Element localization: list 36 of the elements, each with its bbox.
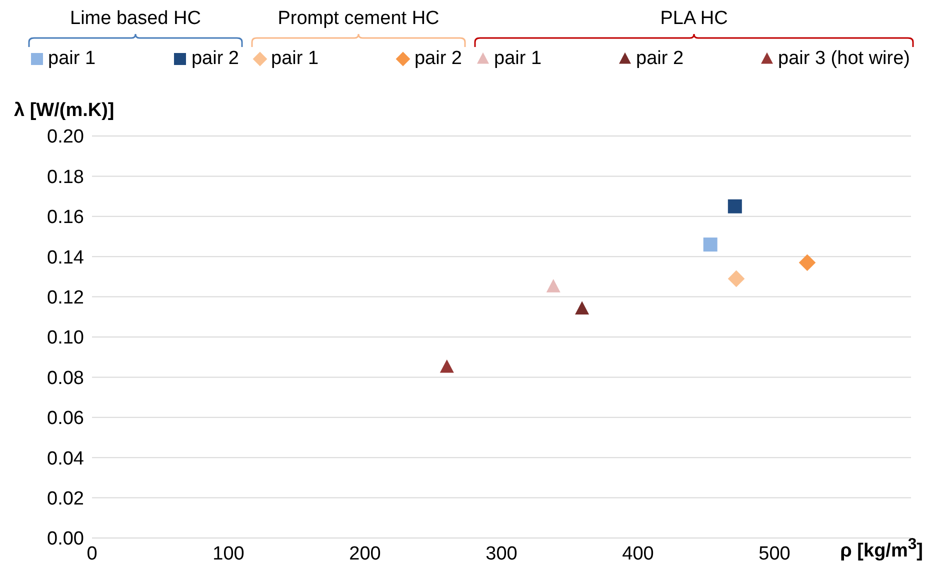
x-tick-label: 100 [212,543,244,564]
y-tick-label: 0.14 [47,247,84,268]
legend-label: pair 1 [494,48,542,70]
point [798,254,816,272]
text: Lime based HC [69,8,202,31]
point [440,359,454,373]
text: Prompt cement HC [276,8,440,31]
y-tick-label: 0.06 [47,408,84,430]
y-tick-label: 0.10 [47,328,84,349]
y-tick-label: 0.00 [47,528,84,550]
y-tick-label: 0.18 [47,166,84,188]
legend-label: pair 3 (hot wire) [778,48,910,70]
point [546,279,560,292]
legend-label: pair 2 [191,48,239,70]
y-tick-label: 0.08 [47,368,84,389]
point [575,301,590,314]
legend-label: pair 1 [48,48,96,70]
x-tick-label: 400 [622,543,654,564]
x-axis-title: ρ [kg/m$^{3}$] [840,536,923,562]
legend-label: pair 2 [636,48,684,70]
point [703,238,718,252]
x-tick-label: 300 [486,543,518,564]
y-tick-label: 0.04 [47,448,84,470]
y-axis-title: λ [W/(m.K)] [14,100,114,122]
y-tick-label: 0.20 [47,126,84,148]
y-tick-label: 0.12 [47,288,84,309]
legend-label: pair 2 [414,48,462,70]
x-tick-label: 500 [758,543,790,564]
x-tick-label: 0 [86,543,98,564]
x-tick-label: 200 [349,543,381,564]
point [728,270,745,288]
y-tick-label: 0.16 [47,207,84,228]
text: PLA HC [659,8,729,31]
legend-label: pair 1 [271,48,319,70]
point [728,199,742,214]
y-tick-label: 0.02 [47,488,84,510]
